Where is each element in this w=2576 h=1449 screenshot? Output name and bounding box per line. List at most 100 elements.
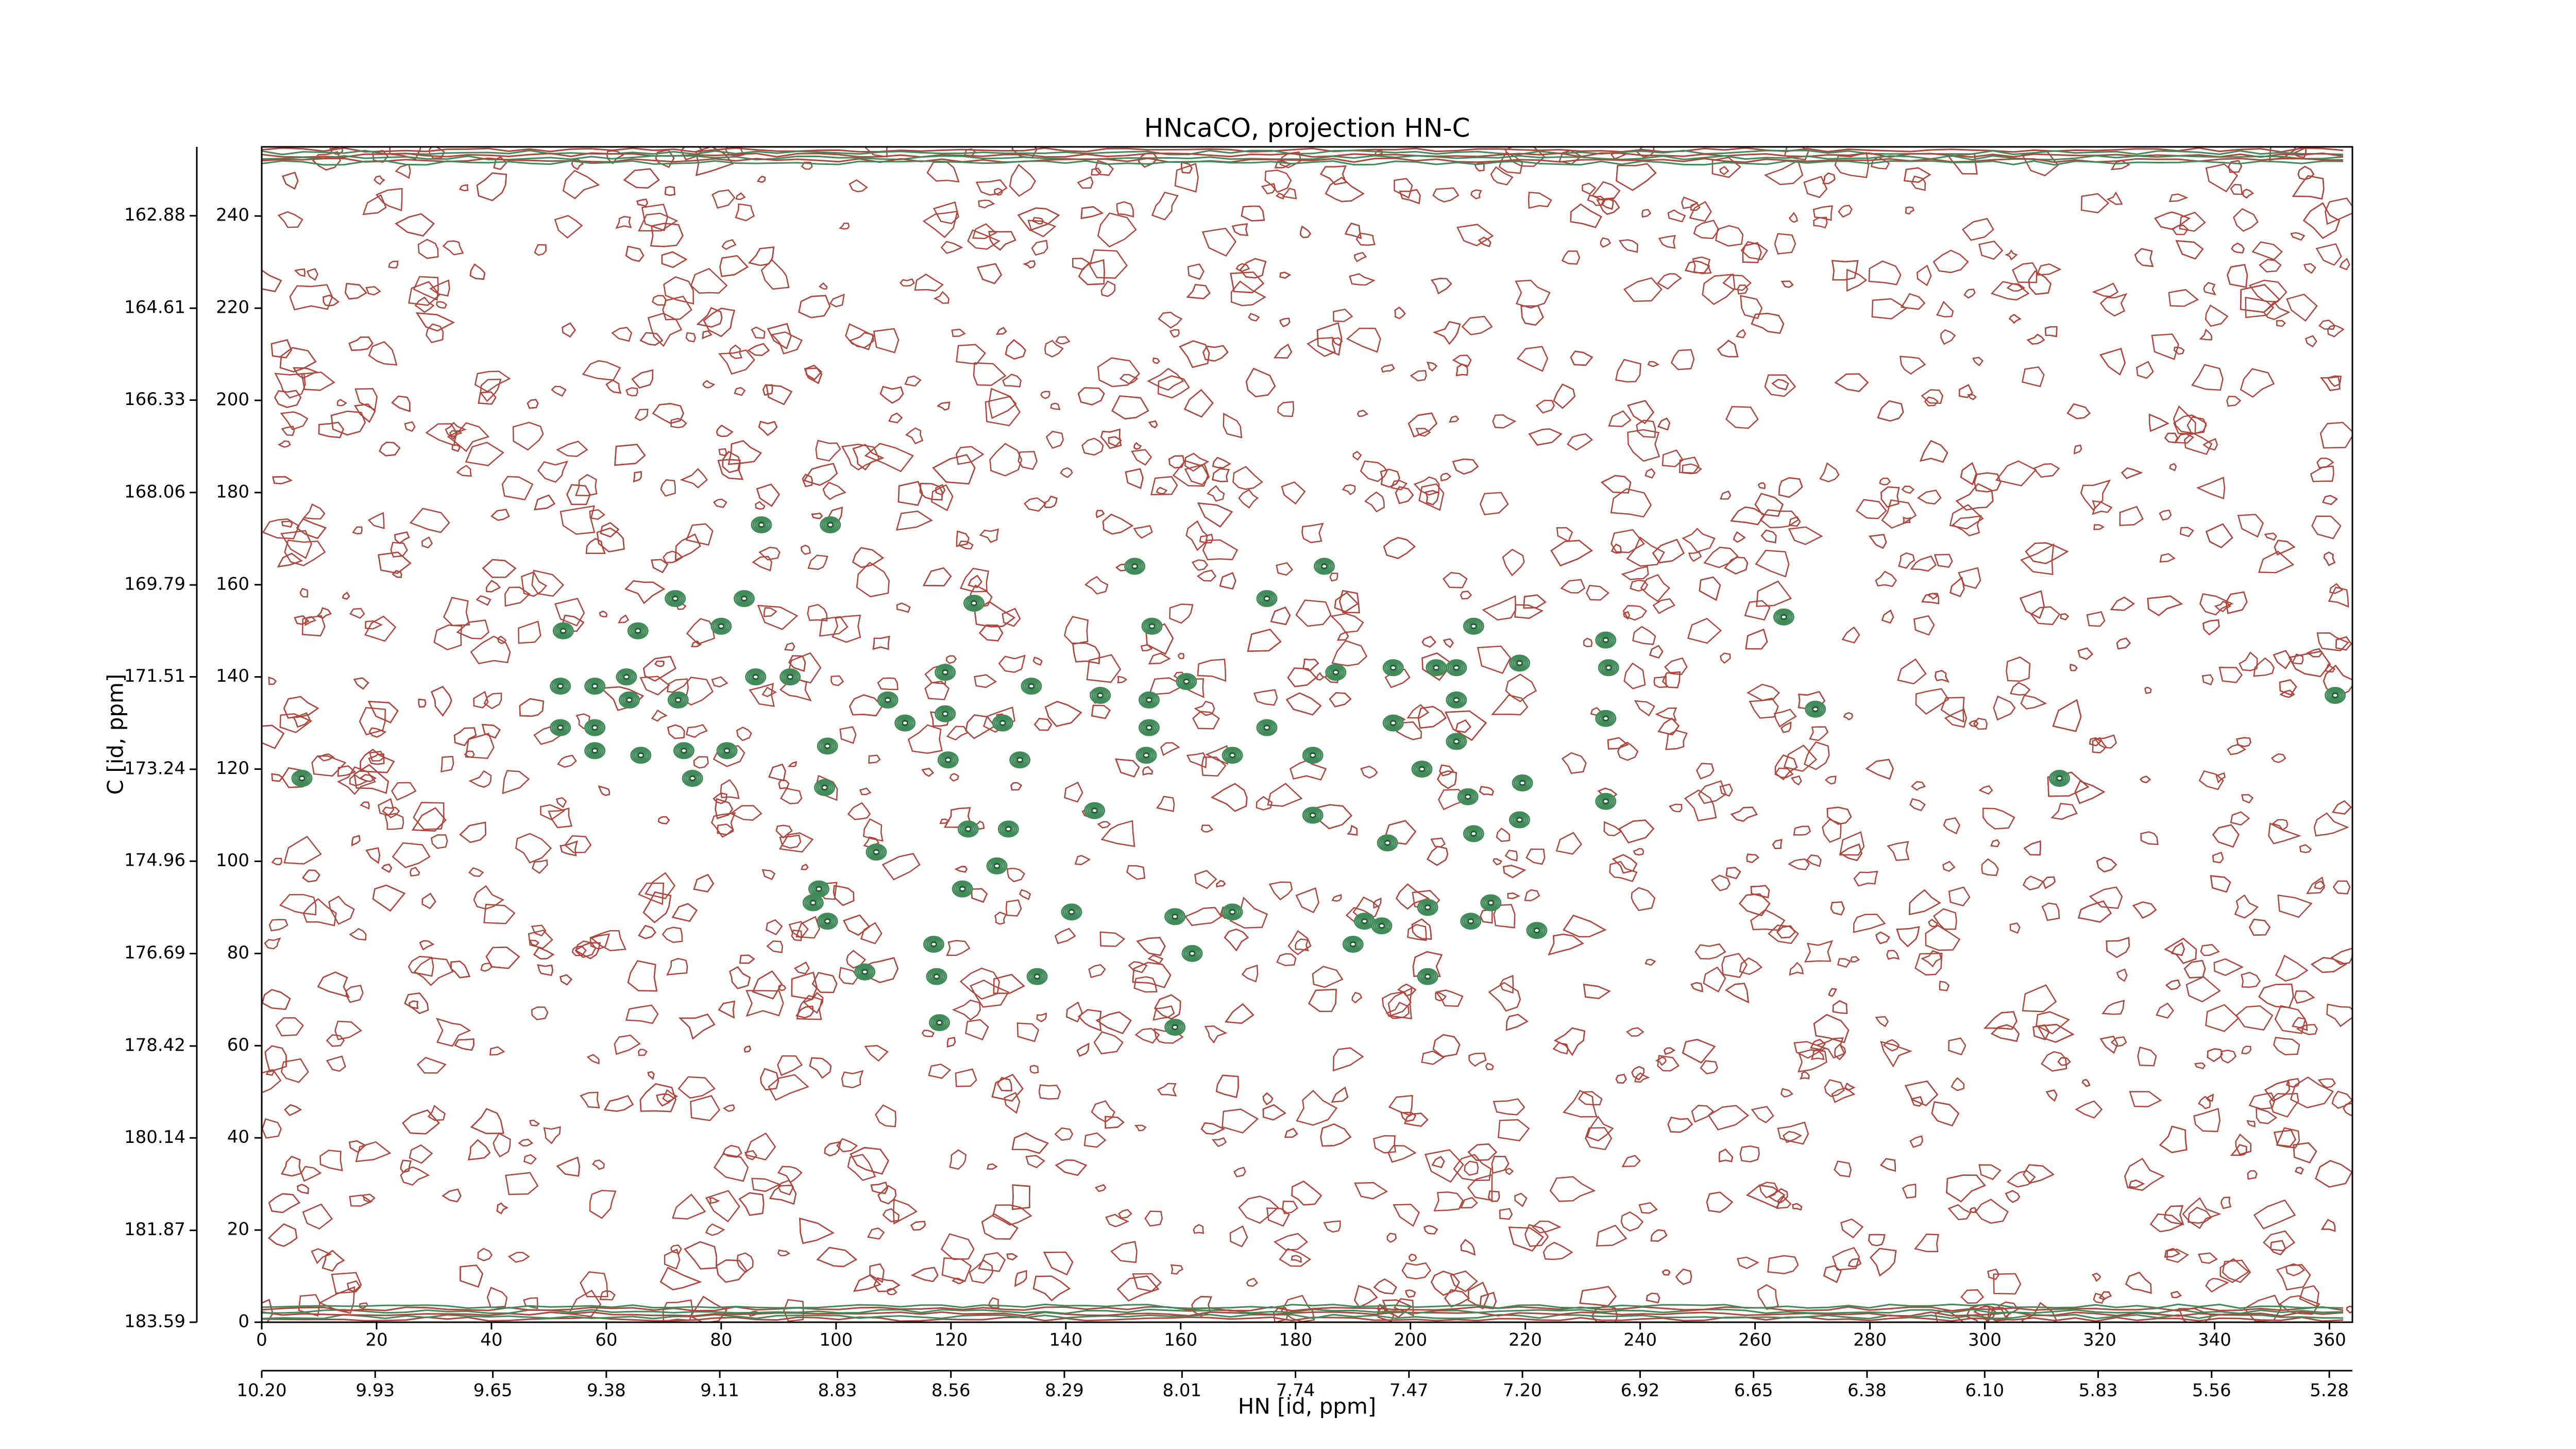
noise-contour: [991, 1073, 1024, 1102]
noise-contour: [599, 610, 608, 617]
noise-contour: [2070, 663, 2078, 671]
noise-contour: [1355, 232, 1376, 246]
noise-contour: [413, 276, 439, 301]
noise-contour: [1076, 1042, 1090, 1057]
peak-contour: [2331, 692, 2339, 699]
noise-contour: [408, 955, 434, 977]
noise-contour: [2191, 364, 2224, 391]
noise-contour: [803, 991, 824, 1014]
peak-contour: [1344, 937, 1362, 952]
peak: [1595, 710, 1617, 727]
noise-contour: [2221, 1197, 2232, 1209]
noise-contour: [664, 186, 676, 196]
peak-contour: [556, 724, 564, 731]
peak-contour: [1229, 909, 1236, 915]
noise-contour: [702, 330, 713, 340]
noise-contour: [409, 1144, 433, 1164]
peak-contour: [808, 898, 819, 907]
noise-contour: [2202, 619, 2220, 636]
noise-contour: [262, 1299, 274, 1322]
peak-contour: [296, 774, 308, 783]
noise-contour: [1329, 692, 1352, 707]
y-tick-label: 140: [216, 666, 249, 686]
peak-contour: [931, 972, 942, 981]
noise-contour: [1393, 1204, 1420, 1227]
noise-contour: [2279, 1295, 2320, 1315]
peak: [1382, 714, 1404, 732]
noise-contour: [1032, 217, 1044, 225]
peak-contour: [723, 748, 731, 754]
noise-contour: [1105, 1116, 1125, 1129]
noise-contour: [1853, 914, 1886, 933]
noise-contour: [1916, 264, 1932, 287]
peak-contour: [1424, 973, 1431, 980]
peak-contour: [940, 668, 951, 677]
noise-contour: [2102, 1000, 2125, 1015]
peak-contour: [1605, 665, 1613, 671]
noise-contour: [294, 615, 310, 625]
peak: [667, 691, 689, 709]
noise-contour: [1943, 817, 1960, 835]
noise-contour: [1646, 1292, 1660, 1304]
peak-contour: [1808, 703, 1823, 715]
noise-contour: [1007, 867, 1025, 883]
noise-contour: [2205, 163, 2239, 193]
noise-contour: [654, 660, 665, 667]
noise-contour: [512, 422, 544, 451]
noise-contour: [872, 635, 890, 650]
noise-contour: [2315, 1160, 2352, 1188]
noise-contour: [2274, 1130, 2296, 1148]
noise-contour: [720, 779, 740, 799]
noise-contour: [760, 259, 790, 290]
noise-contour: [2343, 1103, 2352, 1117]
noise-contour: [756, 483, 781, 507]
noise-contour: [2277, 894, 2313, 918]
peak: [1371, 917, 1393, 935]
noise-contour: [1692, 256, 1712, 274]
noise-contour: [2183, 432, 2213, 455]
noise-contour: [470, 1108, 504, 1134]
noise-contour: [677, 1076, 716, 1099]
noise-contour: [1152, 357, 1160, 364]
noise-contour: [2303, 263, 2316, 274]
peak-contour: [1429, 662, 1444, 673]
peak-contour: [1600, 797, 1611, 806]
noise-contour: [1479, 786, 1494, 796]
noise-contour: [1776, 925, 1796, 939]
noise-contour: [1949, 504, 1984, 530]
peak: [665, 590, 686, 608]
peak-contour: [632, 748, 650, 763]
noise-contour: [2222, 1259, 2251, 1283]
noise-contour: [2203, 282, 2216, 296]
noise-contour: [281, 426, 295, 436]
noise-contour: [1262, 1092, 1274, 1106]
noise-contour: [1097, 357, 1141, 387]
x2-tick-label: 8.01: [1162, 1380, 1201, 1401]
peak-contour: [810, 882, 828, 896]
peak: [1256, 590, 1278, 608]
peak-contour: [1511, 656, 1529, 670]
noise-contour: [1301, 523, 1324, 544]
noise-contour: [784, 642, 795, 651]
peak-contour: [933, 973, 940, 980]
noise-contour: [1296, 1089, 1338, 1126]
x2-tick-label: 7.47: [1389, 1380, 1429, 1401]
noise-contour: [800, 544, 811, 555]
peak-contour: [925, 937, 943, 952]
noise-contour: [2022, 984, 2057, 1013]
noise-contour: [469, 263, 486, 280]
peak: [817, 913, 838, 930]
noise-contour: [1958, 384, 1973, 398]
noise-contour: [1256, 796, 1273, 811]
noise-contour: [2225, 591, 2248, 614]
y2-tick-label: 169.79: [124, 574, 185, 595]
peak-contour: [591, 748, 599, 754]
noise-contour: [1810, 1038, 1826, 1051]
y-tick-label: 60: [227, 1035, 249, 1055]
noise-contour: [1421, 635, 1437, 648]
noise-contour: [1364, 491, 1385, 513]
noise-contour: [1437, 788, 1469, 811]
peak-contour: [720, 745, 734, 756]
peak-contour: [712, 619, 730, 634]
peak-contour: [823, 519, 838, 531]
